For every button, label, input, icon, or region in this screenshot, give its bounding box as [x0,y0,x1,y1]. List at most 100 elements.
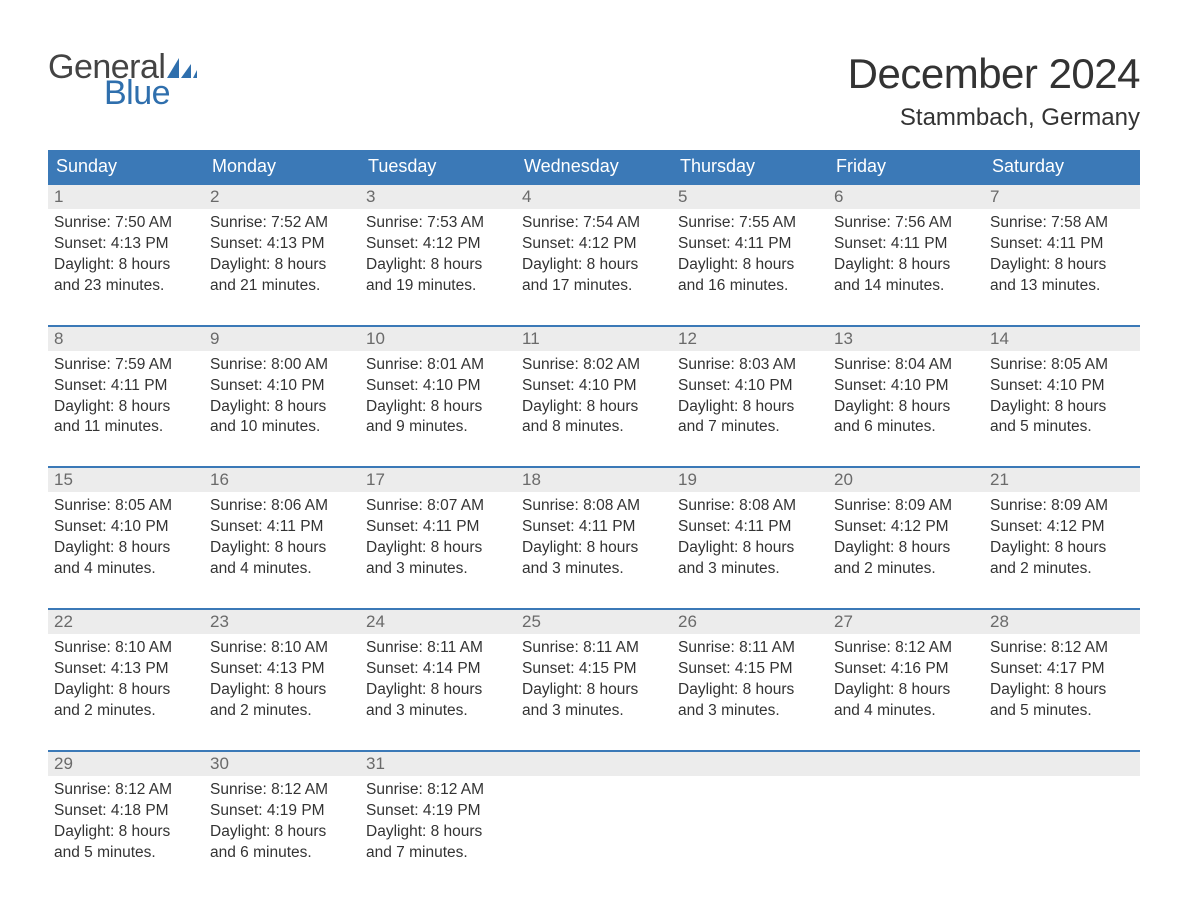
day-number: 6 [828,185,984,209]
sunrise-text: Sunrise: 7:59 AM [54,355,198,376]
sunrise-text: Sunrise: 8:12 AM [990,638,1134,659]
day-number: 27 [828,610,984,634]
day-number: 26 [672,610,828,634]
sunset-text: Sunset: 4:11 PM [210,517,354,538]
daylight-text-2: and 13 minutes. [990,276,1134,297]
day-body: Sunrise: 8:11 AMSunset: 4:14 PMDaylight:… [360,634,516,726]
day-number: 15 [48,468,204,492]
day-body: Sunrise: 8:12 AMSunset: 4:19 PMDaylight:… [204,776,360,868]
logo: General Blue [48,50,197,110]
daylight-text-2: and 5 minutes. [990,417,1134,438]
daylight-text-1: Daylight: 8 hours [834,397,978,418]
sunset-text: Sunset: 4:18 PM [54,801,198,822]
day-body: Sunrise: 7:58 AMSunset: 4:11 PMDaylight:… [984,209,1140,301]
day-cell: 14Sunrise: 8:05 AMSunset: 4:10 PMDayligh… [984,327,1140,443]
daylight-text-1: Daylight: 8 hours [54,538,198,559]
daylight-text-2: and 9 minutes. [366,417,510,438]
sunrise-text: Sunrise: 8:07 AM [366,496,510,517]
sunset-text: Sunset: 4:10 PM [54,517,198,538]
weekday-header-row: SundayMondayTuesdayWednesdayThursdayFrid… [48,150,1140,183]
sunset-text: Sunset: 4:10 PM [990,376,1134,397]
day-cell: 2Sunrise: 7:52 AMSunset: 4:13 PMDaylight… [204,185,360,301]
day-body: Sunrise: 8:09 AMSunset: 4:12 PMDaylight:… [984,492,1140,584]
weekday-header: Tuesday [360,150,516,183]
day-number: 2 [204,185,360,209]
sunset-text: Sunset: 4:11 PM [54,376,198,397]
daylight-text-1: Daylight: 8 hours [210,538,354,559]
sunrise-text: Sunrise: 8:09 AM [834,496,978,517]
sunset-text: Sunset: 4:11 PM [522,517,666,538]
day-cell [516,752,672,868]
daylight-text-1: Daylight: 8 hours [366,255,510,276]
day-body: Sunrise: 7:54 AMSunset: 4:12 PMDaylight:… [516,209,672,301]
weekday-header: Friday [828,150,984,183]
day-cell: 16Sunrise: 8:06 AMSunset: 4:11 PMDayligh… [204,468,360,584]
sunrise-text: Sunrise: 8:06 AM [210,496,354,517]
daylight-text-2: and 21 minutes. [210,276,354,297]
sunset-text: Sunset: 4:13 PM [54,234,198,255]
sunrise-text: Sunrise: 8:12 AM [210,780,354,801]
day-cell: 17Sunrise: 8:07 AMSunset: 4:11 PMDayligh… [360,468,516,584]
location: Stammbach, Germany [848,104,1140,132]
header: General Blue December 2024 Stammbach, Ge… [48,50,1140,132]
sunset-text: Sunset: 4:13 PM [54,659,198,680]
sunrise-text: Sunrise: 7:52 AM [210,213,354,234]
day-cell: 24Sunrise: 8:11 AMSunset: 4:14 PMDayligh… [360,610,516,726]
sunrise-text: Sunrise: 8:04 AM [834,355,978,376]
day-body: Sunrise: 8:08 AMSunset: 4:11 PMDaylight:… [672,492,828,584]
day-cell [984,752,1140,868]
daylight-text-1: Daylight: 8 hours [834,680,978,701]
daylight-text-1: Daylight: 8 hours [990,680,1134,701]
sunset-text: Sunset: 4:10 PM [210,376,354,397]
weekday-header: Monday [204,150,360,183]
day-body: Sunrise: 8:05 AMSunset: 4:10 PMDaylight:… [48,492,204,584]
sunrise-text: Sunrise: 8:03 AM [678,355,822,376]
sunrise-text: Sunrise: 7:55 AM [678,213,822,234]
sunset-text: Sunset: 4:13 PM [210,234,354,255]
calendar: SundayMondayTuesdayWednesdayThursdayFrid… [48,150,1140,867]
day-number: 28 [984,610,1140,634]
day-cell: 25Sunrise: 8:11 AMSunset: 4:15 PMDayligh… [516,610,672,726]
day-number: 30 [204,752,360,776]
weekday-header: Saturday [984,150,1140,183]
daylight-text-2: and 19 minutes. [366,276,510,297]
daylight-text-2: and 3 minutes. [522,701,666,722]
day-body: Sunrise: 8:10 AMSunset: 4:13 PMDaylight:… [204,634,360,726]
sunset-text: Sunset: 4:11 PM [366,517,510,538]
daylight-text-1: Daylight: 8 hours [990,397,1134,418]
day-number: 19 [672,468,828,492]
day-number [828,752,984,776]
day-body: Sunrise: 8:09 AMSunset: 4:12 PMDaylight:… [828,492,984,584]
logo-text-bottom: Blue [104,76,197,110]
sunset-text: Sunset: 4:11 PM [990,234,1134,255]
daylight-text-2: and 17 minutes. [522,276,666,297]
sunset-text: Sunset: 4:16 PM [834,659,978,680]
sunrise-text: Sunrise: 8:10 AM [54,638,198,659]
day-number: 24 [360,610,516,634]
sunrise-text: Sunrise: 7:56 AM [834,213,978,234]
day-cell: 4Sunrise: 7:54 AMSunset: 4:12 PMDaylight… [516,185,672,301]
sunset-text: Sunset: 4:10 PM [366,376,510,397]
sunset-text: Sunset: 4:12 PM [366,234,510,255]
sunrise-text: Sunrise: 8:11 AM [678,638,822,659]
sunset-text: Sunset: 4:10 PM [678,376,822,397]
day-body: Sunrise: 8:02 AMSunset: 4:10 PMDaylight:… [516,351,672,443]
daylight-text-1: Daylight: 8 hours [54,822,198,843]
daylight-text-1: Daylight: 8 hours [522,538,666,559]
day-body: Sunrise: 7:53 AMSunset: 4:12 PMDaylight:… [360,209,516,301]
sunrise-text: Sunrise: 8:02 AM [522,355,666,376]
day-number: 7 [984,185,1140,209]
daylight-text-2: and 4 minutes. [54,559,198,580]
title-block: December 2024 Stammbach, Germany [848,50,1140,132]
sunrise-text: Sunrise: 8:09 AM [990,496,1134,517]
day-number [672,752,828,776]
sunrise-text: Sunrise: 8:01 AM [366,355,510,376]
sunset-text: Sunset: 4:12 PM [990,517,1134,538]
sunrise-text: Sunrise: 8:05 AM [54,496,198,517]
day-number: 29 [48,752,204,776]
day-cell: 31Sunrise: 8:12 AMSunset: 4:19 PMDayligh… [360,752,516,868]
day-cell: 8Sunrise: 7:59 AMSunset: 4:11 PMDaylight… [48,327,204,443]
sunset-text: Sunset: 4:10 PM [522,376,666,397]
sunset-text: Sunset: 4:13 PM [210,659,354,680]
day-cell: 13Sunrise: 8:04 AMSunset: 4:10 PMDayligh… [828,327,984,443]
